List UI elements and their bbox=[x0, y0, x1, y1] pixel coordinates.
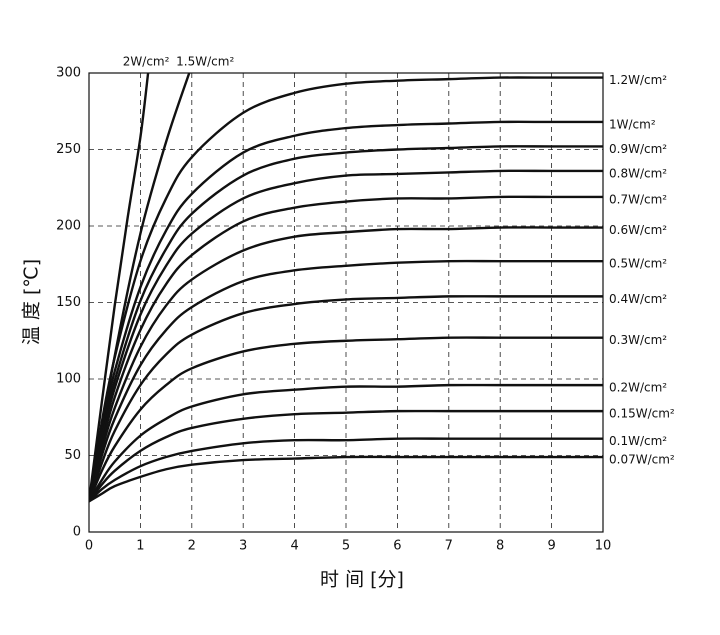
x-tick-label: 9 bbox=[547, 539, 555, 554]
series-label: 0.9W/cm² bbox=[609, 142, 667, 156]
x-tick-label: 3 bbox=[239, 539, 247, 554]
curve bbox=[89, 295, 603, 502]
series-label: 1.2W/cm² bbox=[609, 73, 667, 87]
y-tick-label: 150 bbox=[56, 295, 81, 310]
curve bbox=[89, 73, 150, 502]
series-label: 0.07W/cm² bbox=[609, 453, 675, 467]
x-tick-label: 4 bbox=[290, 539, 298, 554]
y-tick-label: 250 bbox=[56, 142, 81, 157]
curve bbox=[89, 259, 603, 502]
y-tick-label: 0 bbox=[73, 525, 81, 540]
series-label: 0.7W/cm² bbox=[609, 192, 667, 206]
series-label: 0.15W/cm² bbox=[609, 407, 675, 421]
curve bbox=[89, 226, 603, 502]
y-axis-label: 温 度 [℃] bbox=[21, 259, 43, 345]
curve bbox=[89, 76, 603, 502]
x-tick-label: 10 bbox=[595, 539, 612, 554]
series-label: 0.2W/cm² bbox=[609, 381, 667, 395]
curve bbox=[89, 195, 603, 502]
curve bbox=[89, 437, 603, 503]
x-tick-label: 0 bbox=[85, 539, 93, 554]
y-tick-label: 50 bbox=[64, 448, 81, 463]
curve bbox=[89, 409, 603, 503]
series-label: 0.8W/cm² bbox=[609, 166, 667, 180]
series-label: 2W/cm² bbox=[123, 55, 170, 69]
x-tick-label: 5 bbox=[342, 539, 350, 554]
y-tick-label: 300 bbox=[56, 66, 81, 81]
x-tick-label: 8 bbox=[496, 539, 504, 554]
x-tick-label: 1 bbox=[136, 539, 144, 554]
curve bbox=[89, 336, 603, 502]
plot-frame bbox=[88, 72, 604, 533]
series-label: 0.3W/cm² bbox=[609, 333, 667, 347]
series-label: 0.1W/cm² bbox=[609, 434, 667, 448]
curve bbox=[89, 145, 603, 502]
series-label: 1.5W/cm² bbox=[176, 55, 234, 69]
series-label: 0.5W/cm² bbox=[609, 257, 667, 271]
x-tick-label: 6 bbox=[393, 539, 401, 554]
y-tick-label: 100 bbox=[56, 372, 81, 387]
x-axis-label: 时 间 [分] bbox=[320, 569, 404, 591]
y-tick-label: 200 bbox=[56, 219, 81, 234]
curve bbox=[89, 120, 603, 502]
x-tick-label: 2 bbox=[188, 539, 196, 554]
curve bbox=[89, 383, 603, 503]
x-tick-label: 7 bbox=[445, 539, 453, 554]
series-label: 0.6W/cm² bbox=[609, 223, 667, 237]
series-label: 1W/cm² bbox=[609, 117, 656, 131]
curve bbox=[89, 455, 603, 503]
series-label: 0.4W/cm² bbox=[609, 292, 667, 306]
curve bbox=[89, 169, 603, 502]
